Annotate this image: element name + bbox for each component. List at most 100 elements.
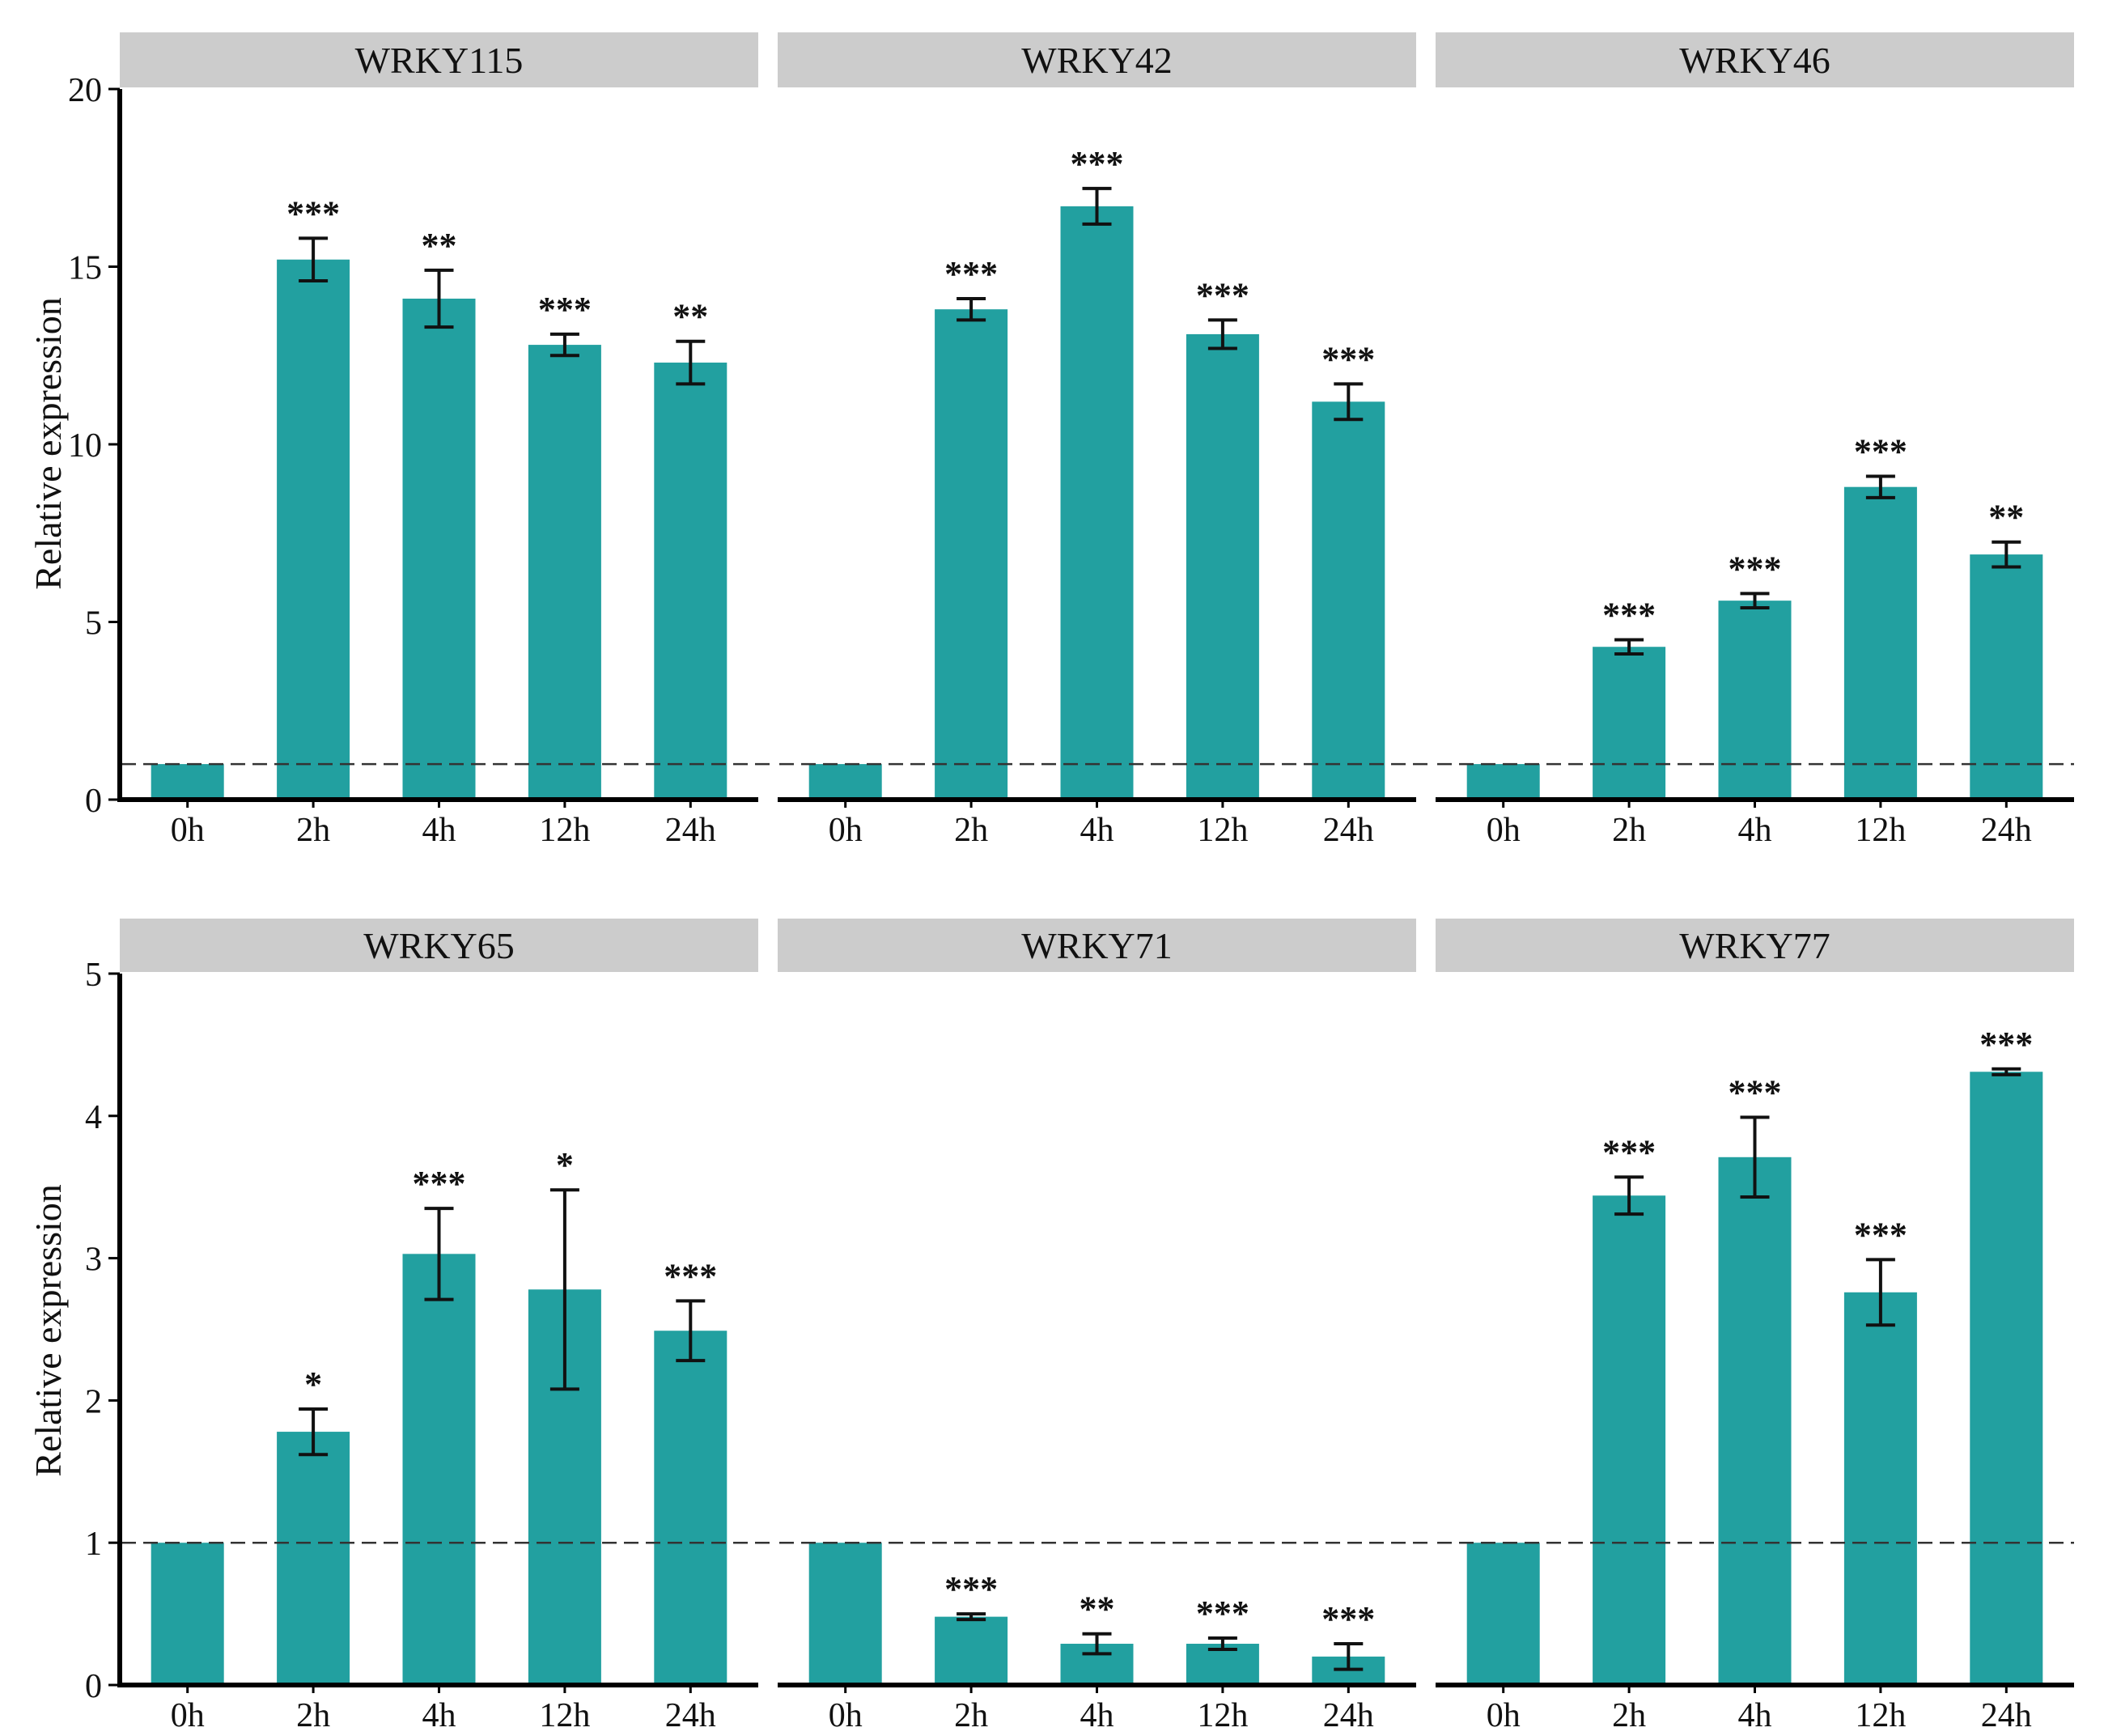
significance-label: * <box>304 1365 322 1404</box>
error-bar-4h <box>1740 592 1770 609</box>
significance-label: *** <box>286 193 340 233</box>
y-axis-label-top: Relative expression <box>28 297 69 590</box>
x-tick-label: 24h <box>1981 1697 2032 1734</box>
y-tick-label: 15 <box>68 250 102 287</box>
bar-0h <box>808 764 882 800</box>
bar-4h <box>1718 1157 1792 1685</box>
error-bar-24h <box>1334 382 1364 422</box>
bar-24h <box>1970 1072 2043 1685</box>
y-tick-label: 4 <box>85 1099 102 1136</box>
bar-0h <box>808 1543 882 1685</box>
panel-strip <box>120 919 758 972</box>
error-bar-24h <box>1992 1067 2021 1076</box>
panel-wrky77: WRKY77 *** *** *** *** 0h 2h 4h 12h 24h <box>1436 919 2074 1734</box>
error-bar-24h <box>1334 1642 1364 1671</box>
x-tick-label: 4h <box>422 812 456 849</box>
x-tick-label: 4h <box>1080 812 1114 849</box>
significance-label: *** <box>1602 595 1656 635</box>
x-tick-label: 4h <box>1080 1697 1114 1734</box>
significance-label: *** <box>1071 144 1124 184</box>
x-tick-label: 24h <box>665 1697 716 1734</box>
x-tick-label: 12h <box>1197 1697 1248 1734</box>
bar-24h <box>1312 401 1385 800</box>
error-bar-2h <box>299 1407 329 1457</box>
x-tick-label: 0h <box>829 812 863 849</box>
error-bar-2h <box>957 1612 986 1622</box>
significance-label: ** <box>422 226 457 265</box>
x-tick-label: 12h <box>1855 812 1906 849</box>
y-tick-label: 5 <box>85 957 102 994</box>
bar-2h <box>935 309 1008 800</box>
error-bar-2h <box>1614 1175 1644 1216</box>
bar-0h <box>151 764 224 800</box>
bar-24h <box>1970 554 2043 800</box>
bar-24h <box>654 363 727 800</box>
panel-strip <box>120 32 758 87</box>
y-tick-label: 10 <box>68 427 102 465</box>
error-bar-24h <box>676 339 706 386</box>
panel-strip <box>1436 919 2074 972</box>
bar-0h <box>1466 764 1540 800</box>
error-bar-12h <box>1207 1636 1237 1652</box>
significance-label: ** <box>1080 1590 1115 1629</box>
panel-strip <box>778 919 1416 972</box>
x-tick-label: 24h <box>1323 1697 1374 1734</box>
significance-label: * <box>556 1145 574 1185</box>
error-bar-4h <box>1740 1115 1770 1199</box>
panel-wrky71: WRKY71***** *** ***0h 2h 4h 12h 24h <box>778 919 1434 1734</box>
x-tick-label: 2h <box>296 1697 330 1734</box>
y-tick-label: 1 <box>85 1526 102 1563</box>
significance-label: *** <box>413 1164 466 1203</box>
y-tick-label: 0 <box>85 1668 102 1705</box>
significance-label: *** <box>1602 1132 1656 1172</box>
x-tick-label: 4h <box>422 1697 456 1734</box>
error-bar-24h <box>1992 540 2021 569</box>
significance-label: ** <box>672 297 708 337</box>
panel-title: WRKY46 <box>1679 40 1830 81</box>
bar-12h <box>1843 1292 1917 1685</box>
error-bar-2h <box>957 297 986 322</box>
significance-label: *** <box>1729 549 1782 588</box>
x-tick-label: 12h <box>539 1697 590 1734</box>
bar-12h <box>1843 486 1917 800</box>
significance-label: *** <box>664 1256 717 1296</box>
significance-label: *** <box>1196 275 1249 315</box>
error-bar-24h <box>676 1299 706 1363</box>
x-tick-label: 0h <box>171 812 205 849</box>
panel-title: WRKY71 <box>1021 925 1173 966</box>
error-bar-2h <box>1614 638 1644 656</box>
error-bar-2h <box>299 236 329 283</box>
panel-strip <box>778 32 1416 87</box>
significance-label: *** <box>1196 1594 1249 1633</box>
y-axis-label-bottom: Relative expression <box>28 1184 69 1477</box>
significance-label: *** <box>1729 1073 1782 1113</box>
x-tick-label: 0h <box>1487 812 1521 849</box>
y-tick-label: 0 <box>85 783 102 820</box>
panel-title: WRKY42 <box>1021 40 1173 81</box>
x-tick-label: 0h <box>829 1697 863 1734</box>
panel-title: WRKY65 <box>363 925 515 966</box>
y-tick-label: 3 <box>85 1242 102 1279</box>
error-bar-12h <box>549 1188 579 1391</box>
significance-label: *** <box>538 290 592 329</box>
panel-title: WRKY77 <box>1679 925 1830 966</box>
error-bar-12h <box>1865 1258 1895 1327</box>
bar-24h <box>654 1331 727 1685</box>
significance-label: *** <box>1854 432 1907 472</box>
significance-label: *** <box>944 1569 998 1609</box>
significance-label: *** <box>1321 1599 1375 1639</box>
y-tick-label: 5 <box>85 605 102 643</box>
panel-wrky42: WRKY42 *** *** *** *** 0h 2h 4h 12h 24h <box>778 32 1434 849</box>
x-tick-label: 4h <box>1738 1697 1772 1734</box>
bar-2h <box>1593 647 1666 800</box>
significance-label: ** <box>1988 498 2024 537</box>
error-bar-12h <box>549 332 579 358</box>
bar-12h <box>1186 333 1259 800</box>
significance-label: *** <box>1854 1215 1907 1254</box>
significance-label: *** <box>1321 339 1375 379</box>
x-tick-label: 12h <box>539 812 590 849</box>
error-bar-12h <box>1207 318 1237 350</box>
